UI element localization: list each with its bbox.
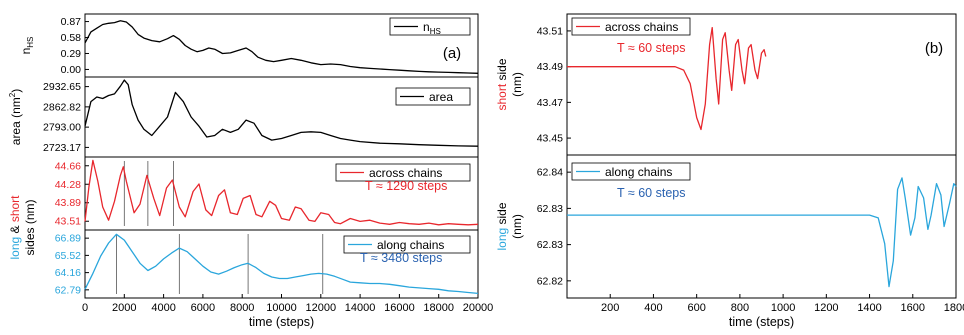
y-tick-label: 62.83 [537,203,563,215]
x-tick-label: 400 [644,302,662,314]
subplot-a-area: 2932.65 2862.82 2793.00 2723.17 area area (nm… [8,76,479,158]
legend-box [335,163,471,182]
series-line-long [84,233,479,295]
y-tick-label: 43.45 [537,133,563,145]
legend-label: along chains [605,165,672,179]
legend: nHS [389,17,471,36]
subplot-b-short: 43.51 43.49 43.47 43.45 across chains T ≈ 60 … [495,13,957,156]
x-tick-label: 600 [687,302,705,314]
y-tick-label: 62.79 [55,284,81,296]
y-tick-label: 0.87 [61,16,82,28]
series-line-long [567,177,957,288]
x-tick-label: 800 [731,302,749,314]
legend: area [395,87,471,106]
y-tick-label: 2793.00 [43,122,81,134]
y-tick-label: 0.58 [61,32,82,44]
legend-box [571,162,691,181]
x-tick-label: 10000 [266,302,297,314]
series-line-nhs [84,20,479,74]
y-axis-label: short side [495,58,509,110]
x-tick-label: 20000 [463,302,494,314]
y-tick-label: 62.83 [537,239,563,251]
x-tick-label: 1400 [857,302,881,314]
series-line-area [84,79,479,147]
legend-label: across chains [605,20,678,34]
y-axis-label: area (nm2) [8,89,23,145]
period-annotation: T ≈ 3480 steps [360,251,442,265]
legend: across chains [571,17,691,36]
y-tick-label: 44.66 [55,160,81,172]
x-tick-label: 1200 [814,302,838,314]
panel-a: 0.87 0.58 0.29 0.00 nHS nHS 2932.65 2862.82 2793… [8,13,494,329]
x-tick-label: 18000 [423,302,454,314]
y-tick-label: 43.49 [537,61,563,73]
plot-frame [566,154,957,299]
y-tick-label: 62.82 [537,275,563,287]
x-tick-label: 12000 [306,302,337,314]
x-tick-label: 4000 [151,302,175,314]
subplot-a-nhs: 0.87 0.58 0.29 0.00 nHS nHS [19,13,479,78]
legend: along chains [571,162,691,181]
y-tick-label: 2932.65 [43,81,81,93]
y-axis-label-unit: (nm) [510,72,524,97]
y-tick-label: 43.51 [55,216,81,228]
x-tick-label: 1600 [901,302,925,314]
x-axis-label: time (steps) [729,315,794,329]
x-tick-label: 2000 [112,302,136,314]
y-axis-label-unit: sides (nm) [23,199,37,255]
legend-label: nHS [423,20,441,36]
x-tick-label: 16000 [384,302,415,314]
y-tick-label: 44.28 [55,179,81,191]
x-tick-label: 1000 [771,302,795,314]
x-tick-label: 8000 [230,302,254,314]
panel-b: 43.51 43.49 43.47 43.45 across chains T ≈ 60 … [495,13,964,329]
y-tick-label: 64.16 [55,267,81,279]
panel-label: (a) [443,45,461,62]
legend: across chains [335,163,471,182]
period-annotation: T ≈ 1290 steps [365,179,447,193]
y-axis-label: long & short [8,195,22,260]
y-tick-label: 62.84 [537,167,563,179]
series-line-short [84,159,479,226]
series-line-short [567,26,767,131]
legend-box [343,235,471,254]
legend-label: along chains [377,238,444,252]
y-tick-label: 2862.82 [43,101,81,113]
y-tick-label: 0.00 [61,64,82,76]
legend-box [571,17,691,36]
y-axis-label: long side [495,202,509,250]
x-tick-label: 200 [601,302,619,314]
y-tick-label: 2723.17 [43,142,81,154]
y-tick-label: 0.29 [61,48,82,60]
x-tick-label: 1800 [944,302,964,314]
legend-label: area [429,90,453,104]
y-tick-label: 43.51 [537,25,563,37]
y-tick-label: 65.52 [55,250,81,262]
y-tick-label: 43.89 [55,197,81,209]
y-axis-label: nHS [19,37,35,55]
legend: along chains [343,235,471,254]
x-tick-label: 14000 [345,302,376,314]
y-tick-label: 66.89 [55,233,81,245]
y-axis-label-unit: (nm) [510,214,524,239]
x-axis-label: time (steps) [249,315,314,329]
period-annotation: T ≈ 60 steps [617,186,685,200]
legend-box [389,17,471,36]
subplot-b-long: 62.84 62.83 62.83 62.82 along chains T ≈ 60 s… [495,154,957,299]
panel-label: (b) [925,40,943,57]
legend-label: across chains [369,166,442,180]
legend-box [395,87,471,106]
period-annotation: T ≈ 60 steps [617,41,685,55]
y-tick-label: 43.47 [537,97,563,109]
x-tick-label: 6000 [191,302,215,314]
x-tick-label: 0 [82,302,88,314]
